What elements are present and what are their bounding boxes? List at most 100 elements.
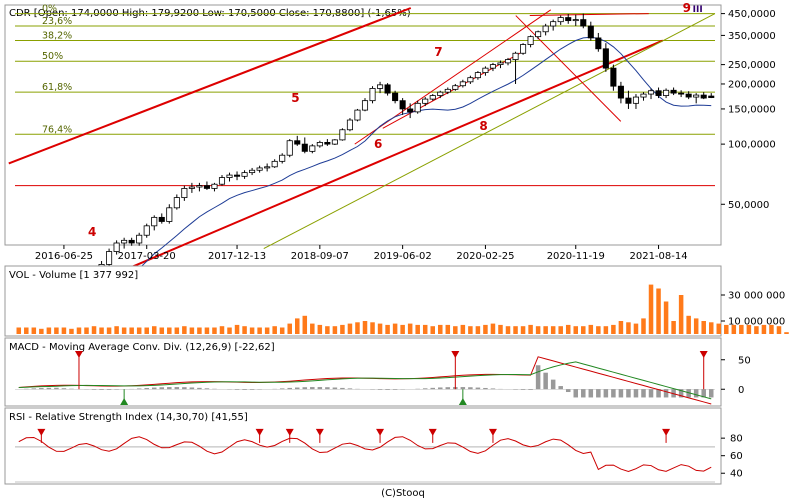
- volume-bar: [731, 324, 737, 334]
- macd-histogram-bar: [708, 389, 714, 398]
- volume-bar: [708, 322, 714, 334]
- macd-histogram-bar: [242, 389, 247, 390]
- volume-bar: [257, 327, 262, 334]
- macd-histogram-bar: [520, 389, 526, 390]
- price-y-tick-label: 50,0000: [728, 200, 769, 211]
- macd-panel: MACD - Moving Average Conv. Div. (12,26,…: [4, 337, 751, 407]
- channel-line-a: [354, 9, 552, 145]
- macd-histogram-bar: [596, 389, 601, 398]
- price-y-tick-label: 450,0000: [728, 9, 776, 20]
- top-line: [529, 13, 649, 17]
- fib-label: 0%: [42, 4, 57, 15]
- volume-bar: [264, 327, 270, 334]
- candle-body: [632, 96, 640, 104]
- wave-label: 5: [291, 91, 299, 105]
- candle-body: [188, 186, 195, 189]
- candle-body: [414, 102, 421, 113]
- macd-histogram-bar: [204, 388, 210, 390]
- candle-body: [234, 174, 241, 177]
- candle-body: [437, 91, 444, 96]
- volume-bar: [377, 323, 383, 334]
- volume-bar: [317, 324, 323, 334]
- volume-bar: [392, 323, 398, 334]
- wave-label: 6: [374, 137, 382, 151]
- volume-bar: [573, 326, 579, 334]
- volume-bar: [701, 321, 706, 334]
- volume-bar: [769, 324, 774, 334]
- macd-histogram-bar: [159, 387, 165, 390]
- price-x-tick-label: 2020-02-25: [456, 251, 514, 262]
- macd-histogram-bar: [490, 388, 496, 390]
- volume-bar: [106, 327, 112, 334]
- candle-body: [422, 98, 429, 104]
- rsi-overbought-marker: [255, 428, 264, 436]
- price-x-tick-label: 2017-12-13: [208, 251, 266, 262]
- macd-histogram-bar: [693, 389, 699, 398]
- candle-body: [316, 142, 323, 147]
- price-x-tick-label: 2021-08-14: [629, 251, 687, 262]
- volume-bar: [99, 327, 104, 334]
- rsi-y-tick-label: 40: [730, 469, 743, 480]
- volume-bar: [460, 324, 466, 334]
- volume-bar: [340, 324, 345, 334]
- macd-histogram-bar: [656, 389, 661, 398]
- candle-body: [407, 108, 414, 113]
- volume-bar: [39, 328, 44, 334]
- fib-levels: 0%23,6% 38,2% 50% 61,8% 76,4%: [15, 4, 715, 187]
- candle-body: [452, 85, 459, 90]
- macd-y-axis: 50 0: [721, 355, 751, 396]
- candle-body: [459, 81, 466, 87]
- macd-histogram-bar: [528, 389, 533, 390]
- candle-body: [377, 84, 384, 89]
- volume-bar: [385, 324, 390, 334]
- candle-body: [211, 183, 218, 189]
- macd-histogram-bar: [565, 389, 571, 393]
- volume-bar: [678, 295, 684, 334]
- volume-bar: [550, 326, 556, 334]
- candle-body: [301, 143, 308, 152]
- macd-histogram-bar: [550, 379, 556, 390]
- footer-credit: (C)Stooq: [381, 488, 425, 499]
- price-y-tick-label: 250,0000: [728, 60, 776, 71]
- candle-body: [542, 25, 549, 33]
- volume-bar: [445, 324, 451, 334]
- volume-bar: [31, 327, 37, 334]
- candle-body: [700, 94, 707, 99]
- volume-bar: [136, 327, 142, 334]
- candle-body: [324, 142, 331, 145]
- candle-body: [625, 97, 632, 104]
- macd-histogram-bar: [310, 387, 315, 390]
- macd-plot: [15, 351, 715, 406]
- volume-bar: [754, 326, 759, 334]
- volume-bar: [498, 324, 503, 334]
- candle-body: [572, 19, 579, 22]
- rsi-overbought-marker: [662, 428, 671, 436]
- volume-bar: [475, 326, 481, 334]
- rsi-plot: [15, 428, 715, 483]
- candle-body: [271, 160, 278, 168]
- volume-bar: [91, 326, 97, 334]
- candle-body: [264, 166, 271, 169]
- volume-bar: [204, 327, 210, 334]
- candle-body: [218, 177, 226, 185]
- volume-bar: [671, 321, 676, 334]
- rsi-panel-frame: [4, 407, 722, 485]
- candle-body: [467, 77, 474, 83]
- volume-bar: [513, 326, 518, 334]
- candle-body: [647, 90, 655, 95]
- macd-histogram-bar: [611, 389, 616, 398]
- volume-bar: [468, 326, 473, 334]
- macd-histogram-bar: [31, 388, 37, 390]
- rsi-overbought-marker: [285, 428, 294, 436]
- volume-bar: [61, 327, 67, 334]
- candle-body: [166, 207, 173, 222]
- macd-histogram-bar: [641, 389, 646, 398]
- volume-bar: [438, 324, 443, 334]
- macd-histogram-bar: [295, 387, 300, 390]
- candle-body: [617, 85, 624, 99]
- price-y-tick-label: 350,0000: [728, 31, 776, 42]
- macd-histogram-bar: [385, 389, 390, 390]
- volume-bar: [784, 332, 789, 334]
- volume-bar: [415, 324, 420, 334]
- macd-histogram-bar: [234, 389, 240, 390]
